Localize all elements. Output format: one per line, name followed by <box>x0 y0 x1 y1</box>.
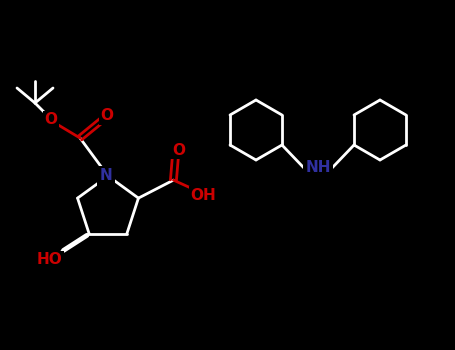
Text: N: N <box>100 168 112 183</box>
Text: O: O <box>172 142 185 158</box>
Text: NH: NH <box>305 161 331 175</box>
Text: O: O <box>45 112 57 127</box>
Text: HO: HO <box>36 252 62 267</box>
Text: O: O <box>101 108 113 124</box>
Text: OH: OH <box>191 188 216 203</box>
